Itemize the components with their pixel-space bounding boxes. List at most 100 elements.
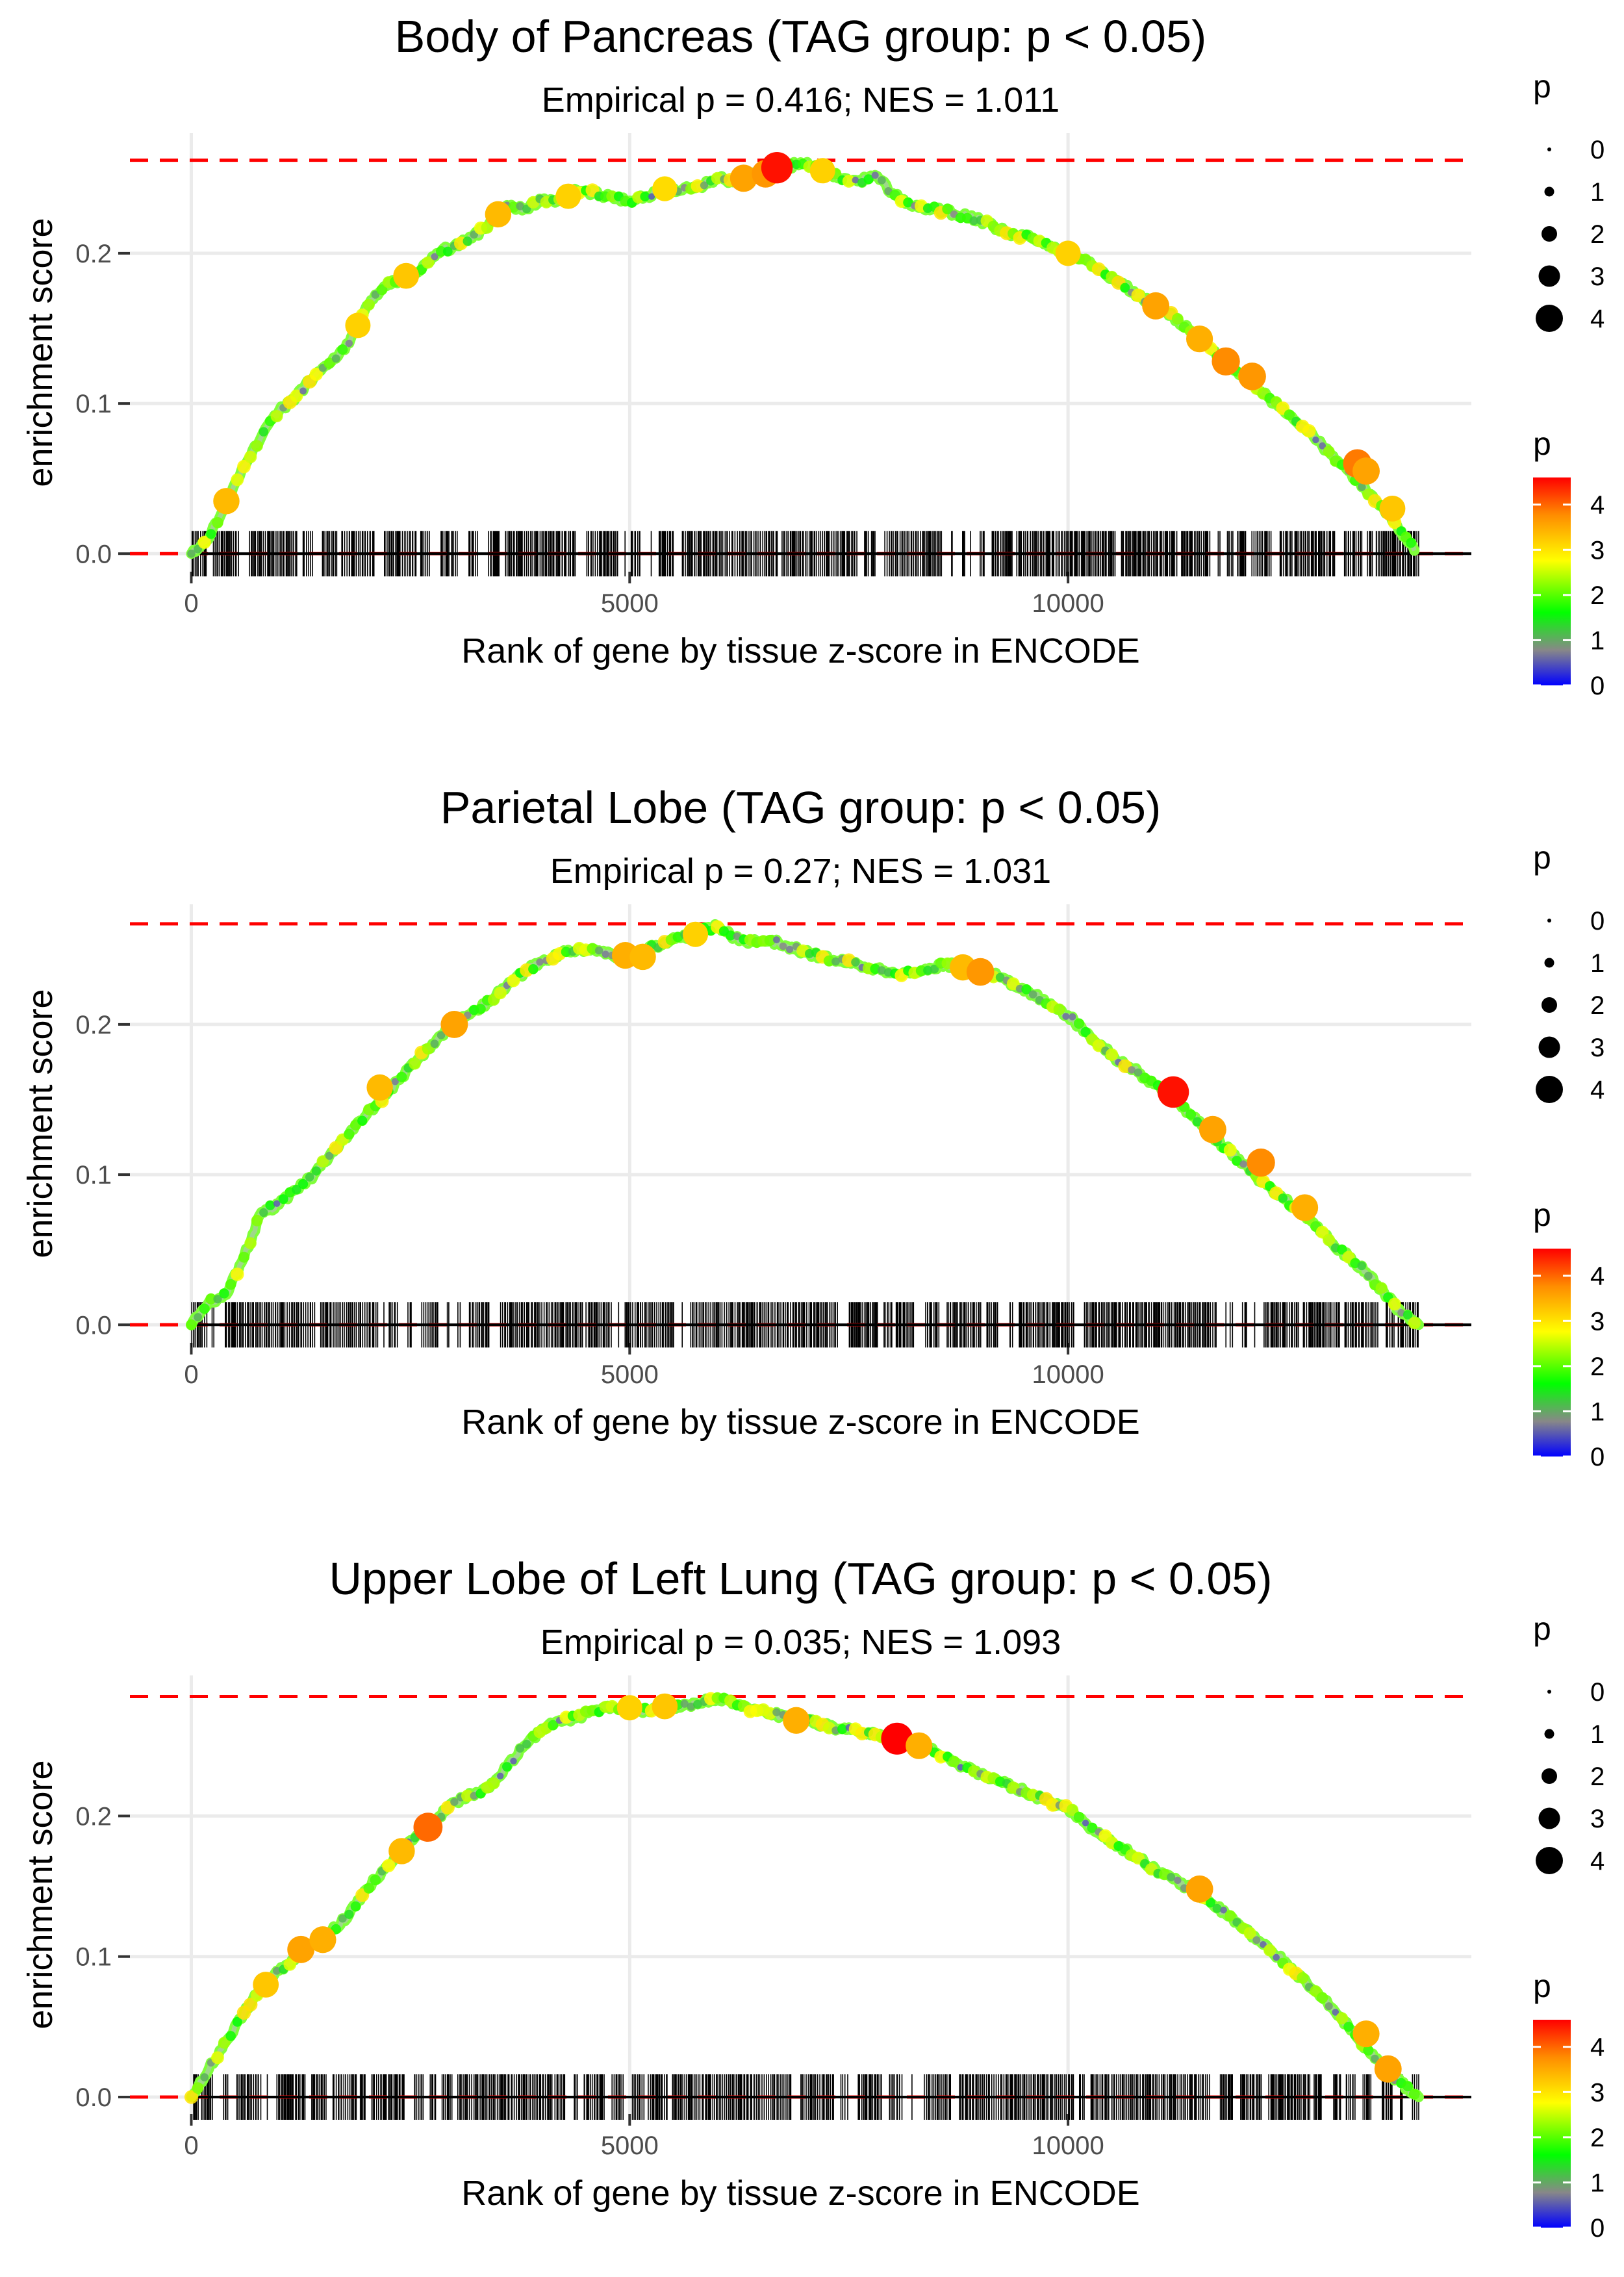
curve-point bbox=[522, 204, 531, 214]
curve-point bbox=[232, 2016, 242, 2027]
legend-size-swatch bbox=[1538, 1036, 1560, 1058]
curve-point bbox=[1232, 1156, 1242, 1166]
curve-point bbox=[1263, 1944, 1276, 1957]
legend-size-label: 0 bbox=[1590, 136, 1605, 164]
curve-point bbox=[648, 193, 655, 200]
legend-color: p 0 1 2 3 4 bbox=[1533, 426, 1605, 700]
legend-size-swatch bbox=[1547, 919, 1551, 922]
x-axis-label: Rank of gene by tissue z-score in ENCODE bbox=[461, 2174, 1139, 2213]
curve-point bbox=[324, 357, 335, 369]
legend-size-label: 4 bbox=[1590, 305, 1605, 333]
x-tick-label: 5000 bbox=[601, 2131, 659, 2160]
curve-point bbox=[1273, 1953, 1280, 1961]
highlight-point bbox=[1212, 347, 1240, 376]
legend-size-label: 0 bbox=[1590, 1678, 1605, 1707]
legend-color-bar bbox=[1533, 1249, 1571, 1457]
x-tick-label: 5000 bbox=[601, 589, 659, 618]
highlight-point bbox=[730, 164, 757, 192]
highlight-point bbox=[287, 1935, 315, 1963]
y-tick-label: 0.0 bbox=[75, 1311, 112, 1340]
curve-point bbox=[237, 459, 251, 474]
curve-point bbox=[278, 1194, 288, 1204]
curve-point bbox=[1332, 2009, 1339, 2016]
curve-point bbox=[344, 1128, 355, 1139]
curve-point bbox=[1120, 283, 1130, 293]
curve-point bbox=[516, 202, 524, 210]
curve-point bbox=[1028, 990, 1037, 999]
curve-point bbox=[476, 1004, 486, 1014]
legend-color-label: 2 bbox=[1590, 581, 1605, 610]
curve-point bbox=[1297, 1972, 1309, 1984]
highlight-point bbox=[652, 1693, 678, 1720]
curve-point bbox=[396, 1071, 407, 1082]
curve-point bbox=[431, 253, 438, 261]
curve-point bbox=[1363, 2045, 1374, 2056]
legend-size-swatch bbox=[1547, 147, 1551, 151]
curve-point bbox=[186, 1319, 197, 1330]
curve-point bbox=[687, 1702, 696, 1711]
legend-size-swatch bbox=[1542, 997, 1557, 1013]
chart-panel-2: Parietal Lobe (TAG group: p < 0.05) Empir… bbox=[21, 782, 1605, 1471]
highlight-point bbox=[413, 1813, 443, 1842]
y-tick-label: 0.2 bbox=[75, 240, 112, 268]
legend-size-swatch bbox=[1544, 186, 1554, 197]
enrichment-curve bbox=[189, 922, 1421, 1327]
highlight-point bbox=[1157, 1076, 1189, 1108]
highlight-point bbox=[1142, 292, 1170, 320]
chart-title: Parietal Lobe (TAG group: p < 0.05) bbox=[440, 782, 1161, 833]
highlight-point bbox=[485, 201, 512, 228]
highlight-point bbox=[1055, 240, 1081, 266]
curve-point bbox=[265, 1201, 275, 1210]
curve-point bbox=[772, 1708, 781, 1716]
curve-point bbox=[1343, 2022, 1354, 2032]
legend-color-label: 3 bbox=[1590, 1307, 1605, 1336]
curve-point bbox=[292, 1184, 301, 1195]
curve-point bbox=[243, 1998, 258, 2012]
legend-color: p 0 1 2 3 4 bbox=[1533, 1968, 1605, 2243]
curve-point bbox=[305, 1173, 314, 1182]
curve-point bbox=[345, 339, 353, 348]
curve-point bbox=[528, 964, 539, 974]
legend-color-label: 4 bbox=[1590, 1262, 1605, 1291]
curve-point bbox=[1224, 1910, 1236, 1922]
curve-point bbox=[437, 1031, 446, 1039]
legend-size: p 0 1 2 3 4 bbox=[1533, 1610, 1605, 1876]
curve-point bbox=[877, 966, 886, 975]
curve-point bbox=[851, 958, 860, 967]
highlight-point bbox=[1247, 1148, 1275, 1177]
curve-point bbox=[192, 2082, 204, 2094]
legend-size-swatch bbox=[1542, 1768, 1557, 1784]
curve-point bbox=[516, 1744, 525, 1753]
curve-point bbox=[370, 1874, 381, 1886]
curve-point bbox=[502, 1762, 512, 1772]
highlight-point bbox=[1186, 1875, 1213, 1903]
highlight-point bbox=[440, 1010, 468, 1038]
legend-size-swatch bbox=[1542, 226, 1557, 242]
y-tick-label: 0.1 bbox=[75, 1943, 112, 1972]
y-tick-label: 0.0 bbox=[75, 2083, 112, 2112]
chart-panel-1: Body of Pancreas (TAG group: p < 0.05) Em… bbox=[21, 11, 1605, 700]
curve-point bbox=[391, 1078, 399, 1086]
x-tick-label: 10000 bbox=[1032, 589, 1104, 618]
enrichment-curve-glow bbox=[186, 919, 1424, 1330]
legend-color-title: p bbox=[1533, 1197, 1551, 1233]
legend-color-label: 2 bbox=[1590, 2124, 1605, 2152]
curve-point bbox=[1082, 1820, 1089, 1827]
curve-point bbox=[344, 1909, 354, 1919]
curve-point bbox=[640, 192, 650, 201]
curve-point bbox=[1284, 409, 1295, 420]
legend-size-label: 2 bbox=[1590, 991, 1605, 1020]
legend-size-label: 3 bbox=[1590, 1805, 1605, 1833]
curve-point bbox=[199, 1303, 210, 1314]
curve-point bbox=[764, 934, 776, 947]
curve-point bbox=[691, 179, 705, 193]
legend-color-label: 3 bbox=[1590, 2078, 1605, 2107]
legend-size-label: 4 bbox=[1590, 1076, 1605, 1104]
curve-point bbox=[871, 172, 879, 179]
curve-point bbox=[494, 986, 507, 1000]
y-axis-label: enrichment score bbox=[21, 989, 60, 1258]
curve-point bbox=[363, 1883, 375, 1894]
curve-point bbox=[231, 473, 244, 487]
gridlines bbox=[130, 1675, 1471, 2114]
